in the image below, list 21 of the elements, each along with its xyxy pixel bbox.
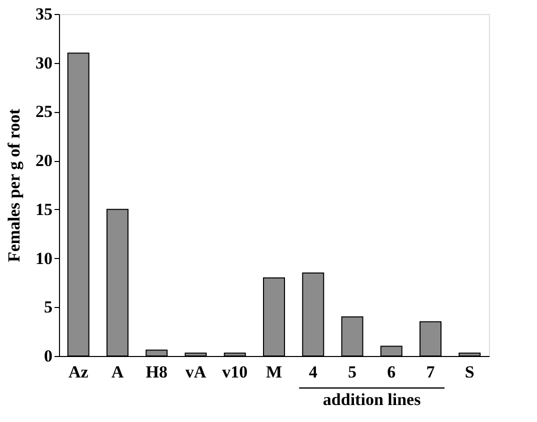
text: addition lines xyxy=(322,390,422,409)
y-tick-label: 20 xyxy=(36,151,52,170)
y-tick-label: 0 xyxy=(44,346,52,366)
y-tick-label: 35 xyxy=(36,4,52,24)
x-tick-label: H8 xyxy=(146,362,168,382)
x-tick-label: 5 xyxy=(348,362,357,382)
x-tick-label: v10 xyxy=(222,362,248,382)
y-tick-label: 10 xyxy=(36,248,52,268)
y-tick-label: 15 xyxy=(36,200,52,219)
y-axis-title: Females per g of root xyxy=(4,108,24,262)
x-tick-label: S xyxy=(464,362,474,382)
x-tick-label: A xyxy=(111,362,124,382)
y-tick-label: 30 xyxy=(36,53,52,72)
y-tick-label: 25 xyxy=(36,102,52,122)
x-tick-label: 7 xyxy=(426,362,436,382)
x-tick-label: 6 xyxy=(387,362,396,382)
x-tick-label: Az xyxy=(68,362,89,382)
y-tick-label: 5 xyxy=(44,298,52,317)
x-tick-label: M xyxy=(266,362,282,382)
x-tick-label: 4 xyxy=(308,362,318,382)
x-tick-label: vA xyxy=(185,362,207,382)
